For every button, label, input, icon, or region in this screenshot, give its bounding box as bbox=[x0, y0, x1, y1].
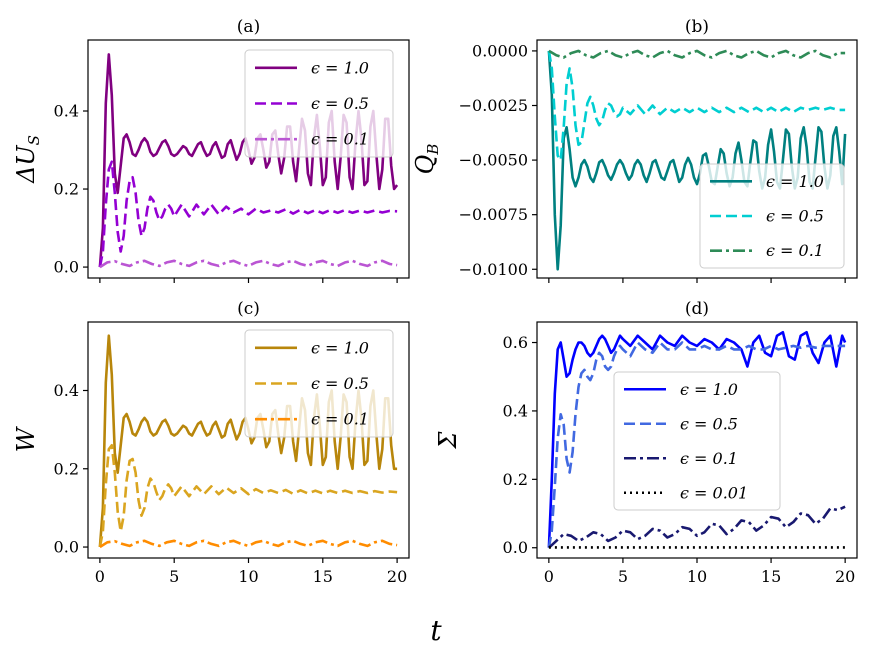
shared-x-axis-label: t bbox=[430, 614, 442, 647]
y-axis-label: Σ bbox=[434, 430, 462, 449]
y-tick-label: 0.0 bbox=[54, 538, 79, 557]
legend-c: ϵ = 1.0 ϵ = 0.5 ϵ = 0.1 bbox=[244, 329, 394, 438]
legend-label: ϵ = 0.5 bbox=[311, 94, 369, 113]
series-line-d-0 bbox=[547, 331, 847, 548]
y-tick-label: 0.4 bbox=[503, 401, 528, 420]
legend-label: ϵ = 0.1 bbox=[680, 449, 738, 468]
panel-b: 0.0000 −0.0025 −0.0050 −0.0075 −0.0100 (b) QB ϵ… bbox=[411, 17, 858, 283]
legend-label: ϵ = 0.1 bbox=[311, 130, 369, 149]
panel-c: 0 5 10 15 20 0.0 0.2 0.4 (c) Wϵ = 1.0 ϵ = 0.5 ϵ = 0… bbox=[12, 299, 410, 586]
legend-label: ϵ = 1.0 bbox=[311, 338, 369, 357]
x-tick-label: 20 bbox=[835, 567, 855, 586]
x-tick-label: 5 bbox=[618, 567, 628, 586]
x-tick-label: 0 bbox=[544, 567, 554, 586]
panel-title: (a) bbox=[237, 17, 260, 37]
series-line-c-2 bbox=[99, 539, 398, 549]
legend-frame bbox=[699, 163, 845, 269]
legend-label: ϵ = 0.1 bbox=[311, 410, 369, 429]
y-tick-label: 0.4 bbox=[54, 102, 79, 121]
series-line-d-1 bbox=[547, 341, 846, 548]
y-tick-label: 0.6 bbox=[503, 333, 528, 352]
y-axis-label: QB bbox=[411, 144, 442, 175]
y-tick-label: −0.0075 bbox=[459, 205, 528, 224]
legend-a: ϵ = 1.0 ϵ = 0.5 ϵ = 0.1 bbox=[244, 49, 394, 158]
panel-title: (b) bbox=[685, 17, 709, 37]
y-tick-label: 0.2 bbox=[54, 459, 79, 478]
y-tick-label: 0.2 bbox=[54, 180, 79, 199]
legend-frame bbox=[244, 49, 394, 158]
y-axis-label: W bbox=[12, 425, 40, 452]
y-tick-label: 0.4 bbox=[54, 381, 79, 400]
legend-b: ϵ = 1.0 ϵ = 0.5 ϵ = 0.1 bbox=[699, 163, 845, 269]
x-tick-label: 20 bbox=[387, 567, 407, 586]
y-tick-label: −0.0025 bbox=[459, 96, 528, 115]
x-tick-label: 10 bbox=[238, 567, 258, 586]
y-tick-label: 0.0000 bbox=[472, 41, 528, 60]
x-tick-label: 5 bbox=[169, 567, 179, 586]
legend-label: ϵ = 0.5 bbox=[680, 414, 738, 433]
legend-label: ϵ = 0.5 bbox=[766, 207, 824, 226]
y-tick-label: 0.2 bbox=[503, 470, 528, 489]
legend-label: ϵ = 0.5 bbox=[311, 374, 369, 393]
panel-title: (c) bbox=[237, 299, 260, 319]
y-tick-label: −0.0100 bbox=[459, 260, 528, 279]
legend-d: ϵ = 1.0 ϵ = 0.5 ϵ = 0.1 ϵ = 0.01 bbox=[613, 371, 781, 511]
series-line-b-1 bbox=[547, 50, 846, 162]
panel-d: 0 5 10 15 200.00.20.40.6(d)Σϵ = 1.0ϵ = 0.5ϵ … bbox=[434, 299, 858, 586]
y-tick-label: 0.0 bbox=[54, 258, 79, 277]
legend-label: ϵ = 0.01 bbox=[680, 483, 748, 502]
legend-label: ϵ = 0.1 bbox=[766, 241, 824, 260]
series-line-b-2 bbox=[548, 49, 846, 59]
panel-title: (d) bbox=[685, 299, 709, 319]
legend-label: ϵ = 1.0 bbox=[311, 58, 369, 77]
series-line-c-1 bbox=[98, 444, 398, 548]
series-line-a-1 bbox=[98, 160, 398, 268]
panel-a: 0.0 0.2 0.4 (a) ΔUS ϵ = 1.0 ϵ = 0.5 ϵ = 0.1 bbox=[12, 17, 410, 283]
legend-label: ϵ = 1.0 bbox=[766, 172, 824, 191]
x-tick-label: 10 bbox=[687, 567, 707, 586]
y-tick-label: 0.0 bbox=[503, 538, 528, 557]
x-tick-label: 15 bbox=[313, 567, 333, 586]
y-tick-label: −0.0050 bbox=[459, 151, 528, 170]
x-tick-label: 0 bbox=[95, 567, 105, 586]
legend-frame bbox=[244, 329, 394, 438]
series-line-a-2 bbox=[99, 259, 398, 269]
legend-label: ϵ = 1.0 bbox=[680, 380, 738, 399]
series-line-d-2 bbox=[548, 505, 846, 549]
x-tick-label: 15 bbox=[761, 567, 781, 586]
legend-frame bbox=[613, 371, 781, 511]
y-axis-label: ΔUS bbox=[12, 135, 43, 184]
